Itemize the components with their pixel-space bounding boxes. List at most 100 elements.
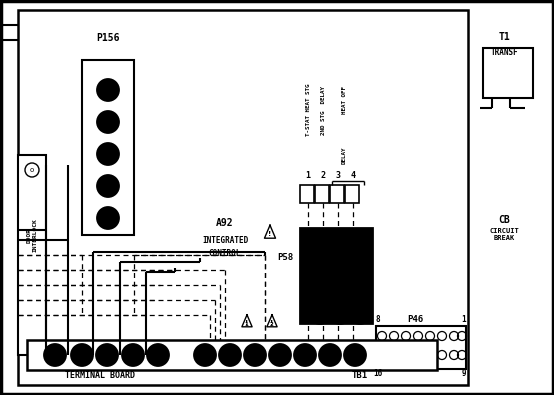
- Text: 9: 9: [461, 369, 466, 378]
- Bar: [300, 185, 314, 203]
- Text: 8: 8: [376, 316, 380, 325]
- Circle shape: [97, 79, 119, 101]
- Text: 2: 2: [317, 310, 322, 318]
- Bar: [483, 48, 533, 98]
- Circle shape: [330, 258, 350, 278]
- Circle shape: [219, 344, 241, 366]
- Circle shape: [330, 304, 350, 324]
- Text: 8: 8: [337, 286, 343, 295]
- Text: T-STAT HEAT STG: T-STAT HEAT STG: [305, 84, 310, 136]
- Circle shape: [350, 304, 370, 324]
- Circle shape: [310, 281, 330, 301]
- Text: 5: 5: [337, 263, 343, 273]
- Text: 16: 16: [373, 369, 383, 378]
- Text: P46: P46: [407, 316, 423, 325]
- Text: TERMINAL BOARD: TERMINAL BOARD: [65, 372, 135, 380]
- Text: 1: 1: [305, 171, 310, 179]
- Bar: [315, 185, 329, 203]
- Text: R: R: [228, 350, 232, 359]
- Text: 1: 1: [253, 350, 257, 359]
- Text: 9: 9: [317, 286, 322, 295]
- Text: CIRCUIT
BREAK: CIRCUIT BREAK: [489, 228, 519, 241]
- Circle shape: [96, 344, 118, 366]
- Text: G: G: [105, 350, 109, 359]
- Circle shape: [350, 258, 370, 278]
- Circle shape: [330, 235, 350, 255]
- Text: DOOR
INTERLOCK: DOOR INTERLOCK: [27, 218, 38, 252]
- Text: 4: 4: [351, 171, 356, 179]
- Bar: [376, 326, 466, 369]
- Circle shape: [330, 281, 350, 301]
- Circle shape: [350, 281, 370, 301]
- Circle shape: [244, 344, 266, 366]
- Text: 1: 1: [357, 241, 363, 250]
- Text: CONTROL: CONTROL: [209, 248, 241, 258]
- Text: M: M: [278, 350, 283, 359]
- Text: D: D: [327, 350, 332, 359]
- Text: 1: 1: [461, 316, 466, 325]
- Circle shape: [97, 175, 119, 197]
- Text: 1: 1: [105, 213, 111, 223]
- Bar: [330, 185, 344, 203]
- Circle shape: [310, 258, 330, 278]
- Text: 2: 2: [321, 171, 326, 179]
- Circle shape: [97, 207, 119, 229]
- Text: HEAT OFF: HEAT OFF: [341, 86, 346, 114]
- Text: 5: 5: [105, 85, 111, 95]
- Text: CB: CB: [498, 215, 510, 225]
- Text: 3: 3: [317, 241, 322, 250]
- Text: P58: P58: [277, 252, 293, 261]
- Bar: [300, 228, 372, 323]
- Text: C: C: [203, 350, 207, 359]
- Bar: [18, 155, 46, 355]
- Text: TB1: TB1: [352, 372, 368, 380]
- Circle shape: [319, 344, 341, 366]
- Bar: [27, 340, 437, 370]
- Text: !: !: [270, 320, 274, 325]
- Text: P156: P156: [96, 33, 120, 43]
- Text: 6: 6: [317, 263, 322, 273]
- Bar: [345, 185, 359, 203]
- Circle shape: [97, 143, 119, 165]
- Text: 2: 2: [105, 181, 111, 191]
- Text: W1: W1: [50, 350, 60, 359]
- Text: 0: 0: [357, 310, 363, 318]
- Text: INTEGRATED: INTEGRATED: [202, 235, 248, 245]
- Text: !: !: [245, 320, 249, 325]
- Text: TRANSF: TRANSF: [490, 47, 518, 56]
- Text: 1: 1: [337, 310, 343, 318]
- Text: 1: 1: [244, 322, 248, 327]
- Text: o: o: [30, 167, 34, 173]
- Circle shape: [310, 304, 330, 324]
- Circle shape: [350, 235, 370, 255]
- Text: 4: 4: [357, 263, 363, 273]
- Bar: [18, 10, 468, 385]
- Circle shape: [97, 111, 119, 133]
- Text: 3: 3: [105, 149, 111, 159]
- Circle shape: [122, 344, 144, 366]
- Text: 2: 2: [337, 241, 343, 250]
- Text: Y2: Y2: [129, 350, 137, 359]
- Circle shape: [147, 344, 169, 366]
- Bar: [82, 60, 134, 235]
- Circle shape: [310, 235, 330, 255]
- Text: L: L: [302, 350, 307, 359]
- Circle shape: [194, 344, 216, 366]
- Circle shape: [344, 344, 366, 366]
- Text: 2: 2: [269, 322, 273, 327]
- Text: T1: T1: [498, 32, 510, 42]
- Circle shape: [71, 344, 93, 366]
- Text: 7: 7: [357, 286, 363, 295]
- Text: DS: DS: [350, 350, 360, 359]
- Circle shape: [44, 344, 66, 366]
- Text: A92: A92: [216, 218, 234, 228]
- Text: 3: 3: [336, 171, 341, 179]
- Circle shape: [294, 344, 316, 366]
- Text: W2: W2: [78, 350, 86, 359]
- Text: 2ND STG  DELAY: 2ND STG DELAY: [321, 85, 326, 135]
- Text: Y1: Y1: [153, 350, 163, 359]
- Circle shape: [269, 344, 291, 366]
- Text: !: !: [268, 231, 271, 237]
- Text: DELAY: DELAY: [341, 146, 346, 164]
- Text: 4: 4: [105, 117, 111, 127]
